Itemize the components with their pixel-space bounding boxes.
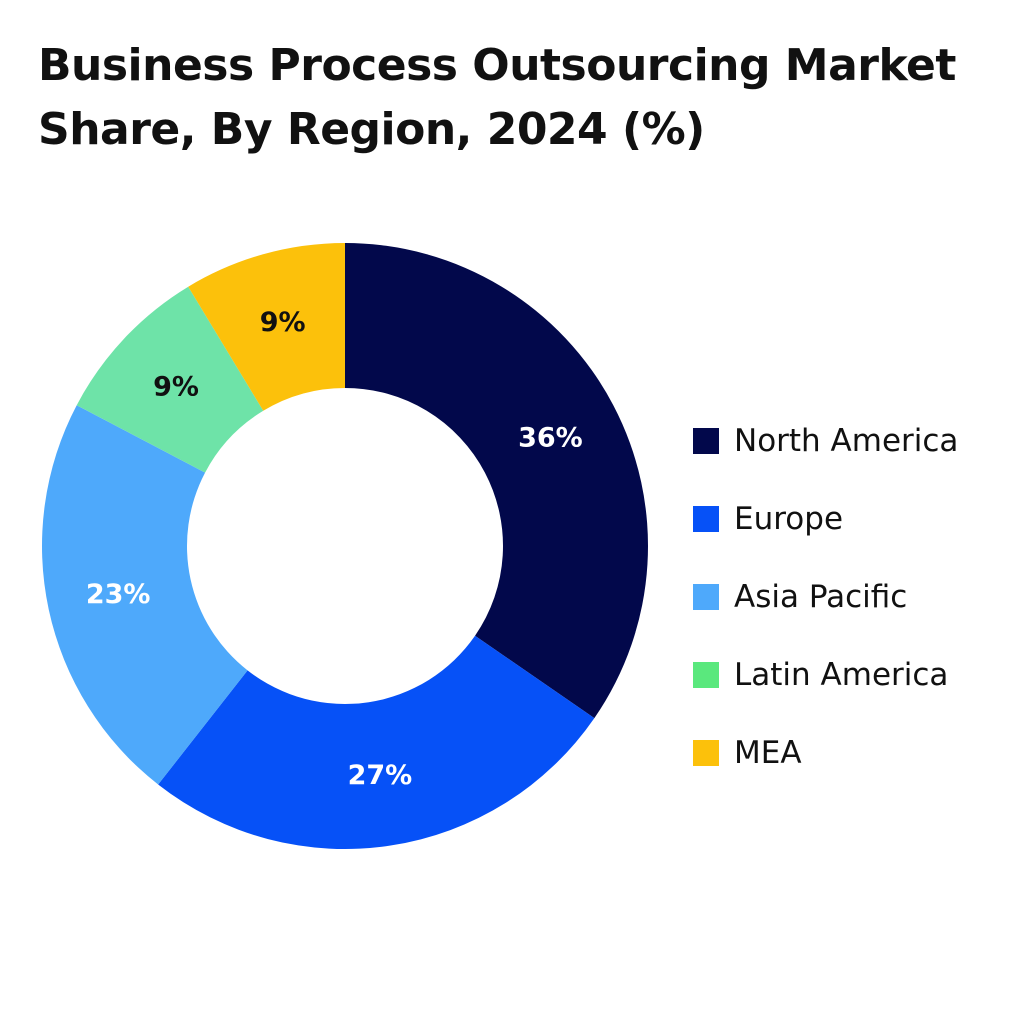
value-label-mea: 9% (260, 307, 306, 338)
value-label-north-america: 36% (518, 423, 583, 454)
legend-item-north-america: North America (693, 402, 958, 480)
legend-swatch-mea (693, 740, 719, 766)
slice-latin-america (76, 286, 264, 473)
legend-label-latin-america: Latin America (734, 657, 949, 693)
legend-item-europe: Europe (693, 480, 958, 558)
legend-swatch-north-america (693, 428, 719, 454)
legend-item-mea: MEA (693, 714, 958, 792)
donut-value-labels: 36% 27% 23% 9% 9% (86, 307, 583, 791)
legend: North America Europe Asia Pacific Latin Ame… (693, 402, 958, 792)
legend-swatch-latin-america (693, 662, 719, 688)
chart-title: Business Process Outsourcing Market Shar… (38, 40, 956, 155)
slice-mea (188, 243, 345, 411)
legend-label-asia-pacific: Asia Pacific (734, 579, 908, 615)
value-label-europe: 27% (348, 760, 413, 791)
slice-north-america (345, 243, 648, 719)
slice-asia-pacific (41, 405, 248, 785)
legend-label-europe: Europe (734, 501, 844, 537)
value-label-latin-america: 9% (153, 371, 199, 402)
legend-item-latin-america: Latin America (693, 636, 958, 714)
slice-europe (158, 635, 595, 850)
value-label-asia-pacific: 23% (86, 579, 151, 610)
donut-slices (41, 243, 648, 850)
legend-swatch-europe (693, 506, 719, 532)
legend-label-mea: MEA (734, 735, 802, 771)
legend-swatch-asia-pacific (693, 584, 719, 610)
legend-item-asia-pacific: Asia Pacific (693, 558, 958, 636)
legend-label-north-america: North America (734, 423, 959, 459)
